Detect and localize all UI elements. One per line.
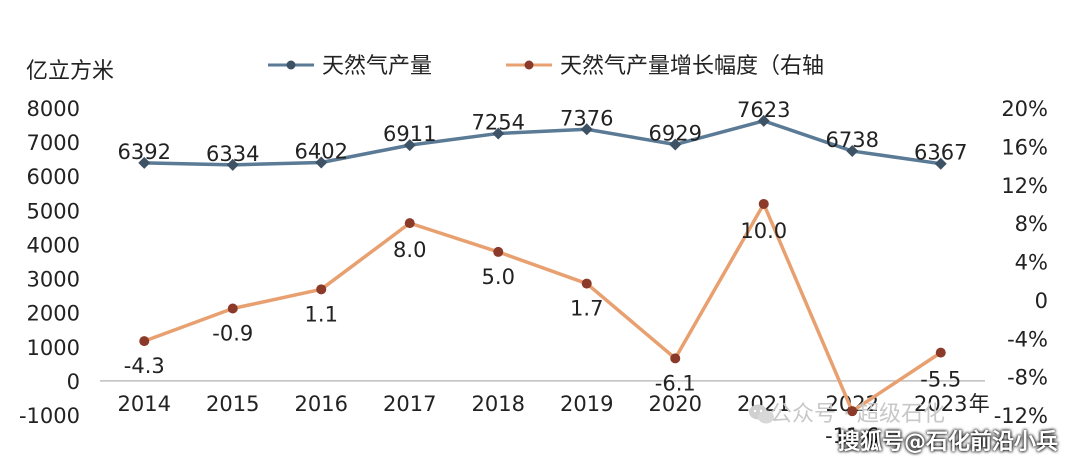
legend-entry-growth: 天然气产量增长幅度（右轴 xyxy=(506,54,824,79)
data-label-production: 6929 xyxy=(649,122,702,146)
wechat-icon xyxy=(749,404,774,424)
data-point-production xyxy=(315,156,328,169)
data-point-production xyxy=(846,145,859,158)
data-point-growth xyxy=(847,406,858,417)
x-tick-label: 2020 xyxy=(649,392,702,416)
series-growth: -4.3 -0.9 1.1 8.0 5.0 1.7 -6.1 10.0 -11.6 -5.5 xyxy=(124,198,961,448)
data-label-growth: -0.9 xyxy=(212,322,253,346)
x-axis: 2014 2015 2016 2017 2018 2019 2020 2021 2022 2023… xyxy=(100,380,990,416)
data-point-production xyxy=(757,114,770,127)
y-left-tick-label: 0 xyxy=(67,370,80,394)
watermark-sohu: 搜狐号@石化前沿小兵 xyxy=(838,430,1059,455)
y-left-tick-label: 1000 xyxy=(27,336,80,360)
data-label-production: 7623 xyxy=(737,98,790,122)
y-right-tick-label: -4% xyxy=(1007,327,1048,351)
y-left-tick-label: 5000 xyxy=(27,199,80,223)
y-right-tick-label: -8% xyxy=(1007,366,1048,390)
x-tick-label: 2023 xyxy=(914,392,967,416)
data-label-growth: 5.0 xyxy=(482,265,515,289)
data-label-production: 6402 xyxy=(295,140,348,164)
legend-entry-production: 天然气产量 xyxy=(268,54,432,79)
y-left-tick-label: 3000 xyxy=(27,268,80,292)
data-point-growth xyxy=(227,303,238,314)
data-point-production xyxy=(934,157,947,170)
data-label-production: 6367 xyxy=(914,141,967,165)
data-point-growth xyxy=(316,284,327,295)
data-point-growth xyxy=(670,353,681,364)
legend-marker-growth xyxy=(524,60,534,70)
y-right-tick-label: 16% xyxy=(1001,135,1048,159)
data-point-production xyxy=(226,158,239,171)
y-axis-right: -12% -8% -4% 0 4% 8% 12% 16% 20% xyxy=(994,97,1048,428)
legend-marker-production xyxy=(286,60,296,70)
data-label-growth: -6.1 xyxy=(655,371,696,395)
series-line-production xyxy=(144,119,941,167)
y-right-tick-label: 12% xyxy=(1001,174,1048,198)
x-tick-label: 2018 xyxy=(472,392,525,416)
y-right-tick-label: 20% xyxy=(1001,97,1048,121)
data-point-production xyxy=(403,139,416,152)
data-point-growth xyxy=(493,246,504,257)
x-tick-label: 2016 xyxy=(295,392,348,416)
y-right-tick-label: 0 xyxy=(1035,289,1048,313)
data-point-production xyxy=(669,138,682,151)
y-right-tick-label: -12% xyxy=(994,404,1048,428)
data-label-production: 6911 xyxy=(383,122,436,146)
data-label-growth: 1.7 xyxy=(570,297,603,321)
data-label-growth: -4.3 xyxy=(124,354,165,378)
series-production: 6392 6334 6402 6911 7254 7376 6929 7623 6738 6367 xyxy=(118,98,967,171)
x-tick-label: 2017 xyxy=(383,392,436,416)
data-point-production xyxy=(138,156,151,169)
data-label-growth: 8.0 xyxy=(393,238,426,262)
y-left-tick-label: 6000 xyxy=(27,165,80,189)
data-point-growth xyxy=(758,198,769,209)
series-line-growth xyxy=(143,202,942,413)
data-label-production: 6334 xyxy=(206,142,259,166)
legend-label-growth: 天然气产量增长幅度（右轴 xyxy=(560,54,824,79)
y-right-tick-label: 4% xyxy=(1015,251,1048,275)
data-label-growth: -11.6 xyxy=(825,424,879,448)
legend-label-production: 天然气产量 xyxy=(322,54,432,79)
y-left-tick-label: 7000 xyxy=(27,131,80,155)
y-left-tick-label: 8000 xyxy=(27,97,80,121)
y-left-tick-label: 4000 xyxy=(27,233,80,257)
legend: 天然气产量 天然气产量增长幅度（右轴 xyxy=(268,54,824,79)
data-label-growth: 10.0 xyxy=(740,219,787,243)
data-point-growth xyxy=(581,278,592,289)
watermark-official-account: 公众号 · 超级石化 xyxy=(770,402,945,427)
data-point-growth xyxy=(139,336,150,347)
y-right-tick-label: 8% xyxy=(1015,212,1048,236)
x-tick-label: 2019 xyxy=(560,392,613,416)
y-left-tick-label: -1000 xyxy=(19,404,80,428)
y-left-tick-label: 2000 xyxy=(27,302,80,326)
y-axis-left: -1000 0 1000 2000 3000 4000 5000 6000 7000 8000 xyxy=(19,97,80,428)
data-point-growth xyxy=(404,218,415,229)
data-point-production xyxy=(492,127,505,140)
x-tick-label: 2015 xyxy=(206,392,259,416)
data-label-growth: 1.1 xyxy=(305,302,338,326)
y-axis-label: 亿立方米 xyxy=(26,59,114,84)
data-label-growth: -5.5 xyxy=(920,368,961,392)
data-point-growth xyxy=(935,347,946,358)
data-label-production: 6392 xyxy=(118,140,171,164)
data-label-production: 6738 xyxy=(826,128,879,152)
x-axis-unit: 年 xyxy=(969,392,990,416)
data-label-production: 7254 xyxy=(472,110,525,134)
data-point-production xyxy=(580,123,593,136)
x-tick-label: 2014 xyxy=(118,392,171,416)
data-label-production: 7376 xyxy=(560,106,613,130)
